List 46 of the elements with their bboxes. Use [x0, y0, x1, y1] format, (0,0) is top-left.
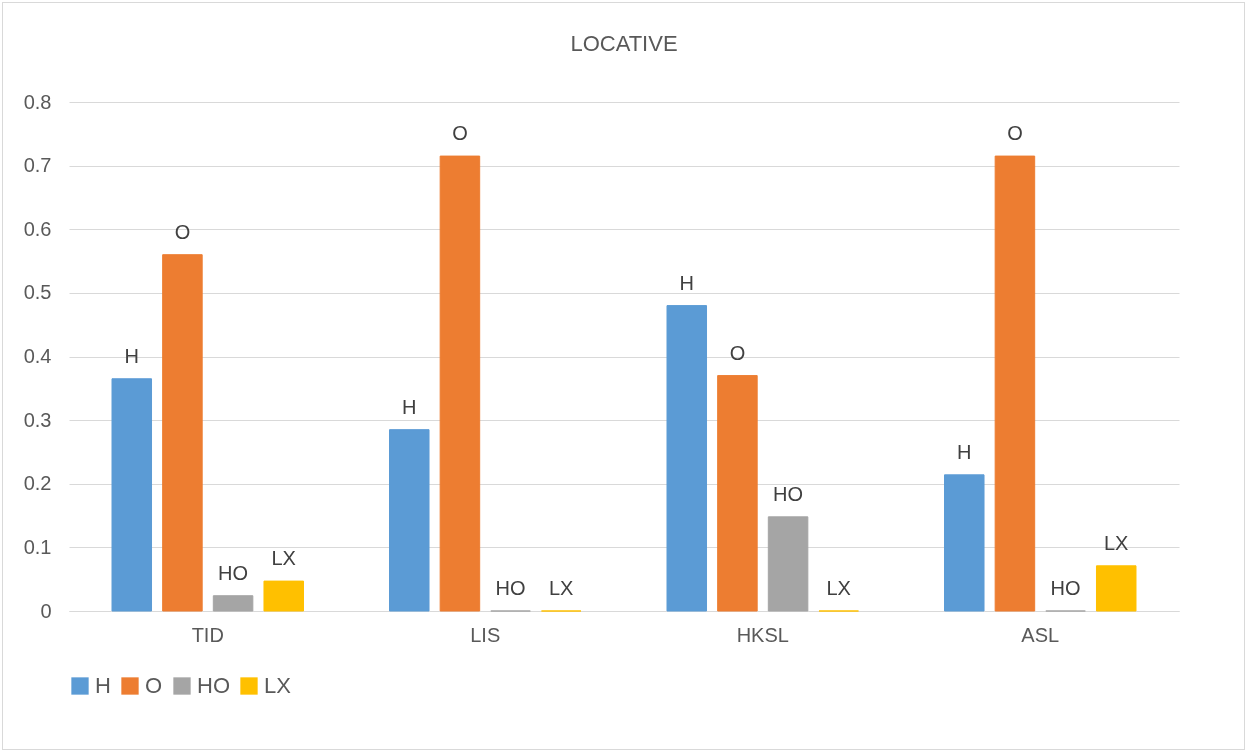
legend-label: HO	[197, 673, 230, 698]
y-tick-label: 0.5	[23, 281, 52, 304]
bar	[389, 429, 430, 612]
bar	[263, 580, 304, 612]
legend-label: H	[95, 673, 111, 698]
data-label: O	[1007, 122, 1023, 145]
data-label: O	[729, 341, 746, 364]
data-label: LX	[1104, 531, 1129, 554]
y-tick-label: 0.1	[23, 535, 52, 558]
bar	[994, 155, 1036, 612]
bar	[717, 375, 758, 612]
data-label: LX	[271, 547, 296, 570]
data-label: H	[679, 271, 694, 294]
bar	[944, 474, 985, 612]
data-label: H	[124, 344, 139, 367]
x-tick-label: TID	[191, 623, 224, 646]
data-label: LX	[549, 577, 574, 599]
data-label: HO	[773, 482, 804, 505]
y-tick-label: 0.3	[23, 408, 52, 431]
data-label: H	[957, 440, 972, 463]
y-tick-label: 0.6	[23, 217, 52, 240]
data-label: O	[452, 122, 468, 145]
data-label: H	[402, 395, 417, 418]
y-tick-label: 0.7	[23, 154, 52, 177]
y-tick-label: 0.8	[23, 90, 52, 113]
y-tick-label: 0.2	[23, 472, 52, 495]
data-label: HO	[218, 561, 249, 584]
bar	[439, 155, 481, 612]
legend-label: O	[145, 673, 163, 698]
bar	[1095, 565, 1137, 612]
chart-title: LOCATIVE	[570, 31, 678, 56]
bar	[767, 516, 809, 612]
data-label: HO	[1050, 577, 1081, 599]
data-label: O	[174, 220, 191, 243]
y-tick-label: 0.4	[23, 345, 52, 367]
legend-label: LX	[264, 673, 292, 698]
bar	[162, 254, 203, 612]
bar	[212, 595, 254, 612]
x-tick-label: LIS	[470, 623, 501, 646]
bar	[111, 378, 153, 612]
x-tick-label: ASL	[1021, 623, 1060, 646]
data-label: LX	[826, 577, 851, 599]
bar	[666, 305, 708, 612]
data-label: HO	[495, 577, 526, 599]
x-tick-label: HKSL	[736, 623, 789, 646]
y-tick-label: 0	[40, 599, 52, 622]
